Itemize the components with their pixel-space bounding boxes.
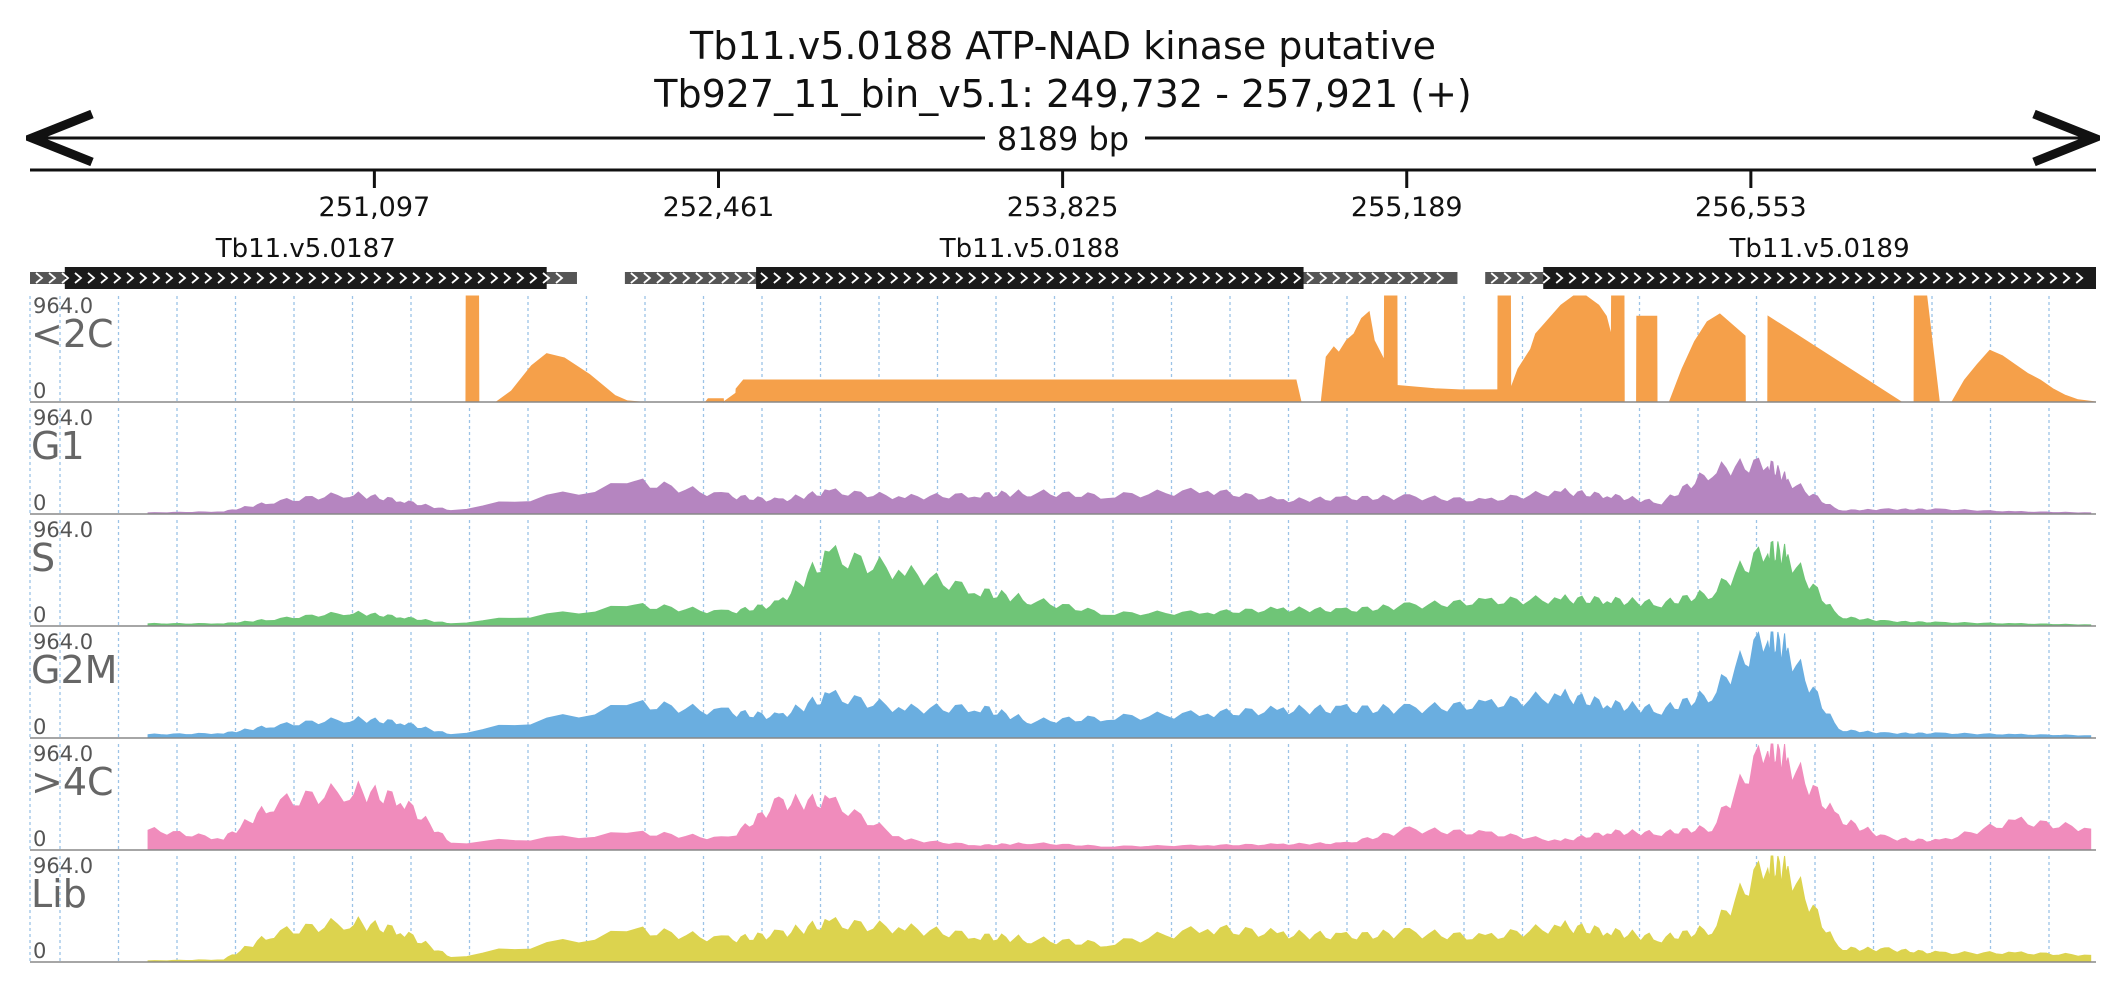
coverage-area [147,743,2092,851]
track-s: 964.0S 0 [29,518,2096,627]
gene-label: Tb11.v5.0188 [939,234,1120,264]
span-label: 8189 bp [997,120,1129,158]
strand-chevrons [1490,272,2084,284]
gene-label: Tb11.v5.0189 [1729,234,1910,264]
coverage-area [147,457,2092,515]
span-indicator: 8189 bp [32,120,2094,158]
gene-label: Tb11.v5.0187 [215,234,396,264]
track-g1: 964.0G1 0 [29,406,2096,515]
cds-bar [756,267,1304,289]
x-tick-label: 251,097 [319,192,431,223]
cds-bar [1543,267,2096,289]
y-max-label: 964.0 [33,518,93,542]
x-tick-label: 253,825 [1007,192,1119,223]
x-axis: 251,097 252,461 253,825 255,189 256,553 [30,168,2096,223]
y-min-label: 0 [33,939,46,963]
coverage-area [30,295,2097,403]
y-min-label: 0 [33,491,46,515]
y-max-label: 964.0 [33,406,93,430]
strand-chevrons [630,272,1445,284]
coverage-area [147,540,2092,627]
track-name: S [31,536,55,580]
y-max-label: 964.0 [33,854,93,878]
y-min-label: 0 [33,603,46,627]
track-2c: 964.0<2C 0 [29,294,2097,403]
track-name: G1 [31,424,85,468]
cds-bar [64,267,547,289]
coverage-tracks: 964.0<2C0964.0G10964.0S0964.0G2M0964.0>4… [29,294,2097,963]
x-tick-label: 255,189 [1351,192,1463,223]
y-min-label: 0 [33,827,46,851]
y-max-label: 964.0 [33,742,93,766]
x-tick-label: 252,461 [663,192,775,223]
coverage-area [147,631,2092,739]
track-4c: 964.0>4C 0 [29,742,2096,851]
track-name: <2C [31,312,114,356]
y-min-label: 0 [33,379,46,403]
gene-track: Tb11.v5.0187 Tb11.v5.0188 Tb11.v5.0189 [30,234,2096,289]
strand-chevrons [35,272,564,284]
track-name: G2M [31,648,117,692]
coverage-area [147,855,2092,963]
y-max-label: 964.0 [33,294,93,318]
track-name: Lib [31,872,87,916]
y-min-label: 0 [33,715,46,739]
chart-subtitle: Tb927_11_bin_v5.1: 249,732 - 257,921 (+) [654,72,1472,116]
chart-title: Tb11.v5.0188 ATP-NAD kinase putative [689,24,1436,68]
track-name: >4C [31,760,114,804]
x-tick-label: 256,553 [1695,192,1807,223]
y-max-label: 964.0 [33,630,93,654]
